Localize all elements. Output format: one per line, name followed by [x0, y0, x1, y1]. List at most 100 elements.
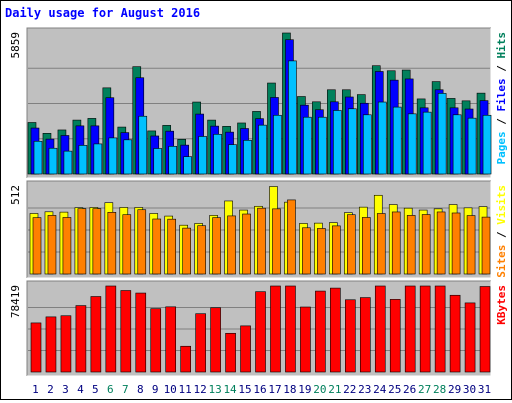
bar-pages-day-16 [258, 124, 267, 175]
panel-hits-files-pages-axis-label-part: Pages [495, 131, 508, 164]
panel-visits-sites-ymax-label: 512 [9, 185, 22, 205]
bar-pages-day-30 [467, 117, 477, 175]
bar-kbytes-day-5 [90, 296, 102, 373]
x-tick-day-3: 3 [62, 383, 69, 396]
x-tick-day-27: 27 [418, 383, 431, 396]
x-tick-day-21: 21 [328, 383, 341, 396]
bar-kbytes-day-24 [374, 285, 386, 373]
bar-kbytes-day-19 [300, 306, 311, 373]
bar-sites-day-25 [391, 211, 401, 275]
x-tick-day-11: 11 [179, 383, 192, 396]
chart-title: Daily usage for August 2016 [5, 6, 200, 20]
bar-pages-day-6 [108, 137, 118, 175]
panel-hits-files-pages-light-edge [27, 28, 492, 179]
x-tick-day-12: 12 [194, 383, 207, 396]
x-tick-day-31: 31 [478, 383, 491, 396]
bar-sites-day-4 [77, 208, 87, 275]
x-tick-day-5: 5 [92, 383, 99, 396]
x-tick-day-24: 24 [373, 383, 387, 396]
bar-pages-day-15 [243, 140, 252, 175]
bar-sites-day-7 [122, 214, 132, 275]
bar-kbytes-day-23 [359, 297, 371, 373]
bar-pages-day-29 [452, 114, 462, 175]
bar-sites-day-6 [107, 211, 117, 275]
bar-sites-day-3 [62, 217, 72, 275]
panel-hits-files-pages-axis-label: Pages / Files / Hits [495, 32, 508, 165]
bar-sites-day-11 [182, 227, 191, 275]
bar-pages-day-27 [422, 111, 432, 175]
bar-pages-day-22 [348, 108, 357, 175]
x-tick-day-14: 14 [223, 383, 237, 396]
bar-sites-day-18 [287, 199, 296, 275]
panel-hits-files-pages-axis-label-part: / [495, 112, 508, 132]
bar-kbytes-day-2 [45, 316, 57, 373]
bar-pages-day-21 [333, 110, 342, 175]
x-tick-day-17: 17 [268, 383, 281, 396]
bar-sites-day-5 [92, 208, 102, 275]
bar-kbytes-day-10 [165, 306, 177, 373]
bar-sites-day-27 [421, 214, 431, 275]
panel-visits-sites-axis-label: Sites / Visits [495, 185, 508, 278]
x-tick-day-6: 6 [107, 383, 114, 396]
panel-visits-sites-axis-label-part: Sites [495, 245, 508, 278]
bar-pages-day-5 [93, 143, 103, 175]
bar-sites-day-28 [436, 211, 446, 275]
bar-pages-day-19 [303, 116, 312, 175]
x-tick-day-15: 15 [238, 383, 251, 396]
x-tick-day-30: 30 [463, 383, 476, 396]
panel-visits-sites-axis-label-part: / [495, 225, 508, 245]
panel-visits-sites-shadow-edge [26, 180, 491, 278]
bar-sites-day-13 [212, 217, 221, 275]
bar-sites-day-8 [137, 209, 147, 275]
x-tick-day-22: 22 [343, 383, 356, 396]
bar-pages-day-9 [153, 148, 163, 175]
panel-kbytes-axis-label: KBytes [495, 285, 508, 325]
bar-sites-day-24 [376, 213, 386, 275]
bar-kbytes-day-4 [75, 305, 87, 373]
bar-kbytes-day-11 [180, 345, 191, 373]
bar-pages-day-17 [273, 114, 282, 175]
bar-kbytes-day-15 [240, 325, 251, 373]
bar-pages-day-31 [482, 114, 492, 175]
bar-sites-day-17 [272, 208, 281, 275]
bar-sites-day-9 [152, 218, 162, 275]
x-tick-day-2: 2 [47, 383, 54, 396]
panel-kbytes-light-edge [27, 281, 492, 377]
x-tick-day-9: 9 [152, 383, 159, 396]
bar-kbytes-day-12 [195, 313, 206, 373]
bar-kbytes-day-17 [270, 285, 281, 373]
panel-hits-files-pages-ymax-label: 5859 [9, 32, 22, 59]
bar-pages-day-14 [228, 144, 237, 175]
panel-hits-files-pages-axis-label-part: Files [495, 78, 508, 111]
bar-sites-day-30 [466, 215, 476, 275]
x-tick-day-25: 25 [388, 383, 401, 396]
x-tick-day-28: 28 [433, 383, 446, 396]
panel-hits-files-pages-shadow-edge [26, 27, 491, 178]
panel-visits-sites-axis-label-part: Visits [495, 185, 508, 225]
bar-kbytes-day-13 [210, 307, 221, 373]
bar-sites-day-1 [32, 217, 42, 275]
bar-pages-day-10 [168, 146, 178, 175]
bar-kbytes-day-30 [464, 302, 476, 373]
bar-sites-day-19 [302, 227, 311, 275]
bar-kbytes-day-20 [315, 290, 326, 373]
x-tick-day-7: 7 [122, 383, 129, 396]
bar-pages-day-13 [213, 133, 222, 175]
bar-pages-day-26 [407, 113, 417, 175]
bar-sites-day-23 [361, 217, 371, 275]
bar-sites-day-14 [227, 215, 236, 275]
bar-sites-day-20 [317, 228, 326, 275]
x-tick-day-19: 19 [298, 383, 311, 396]
x-tick-day-20: 20 [313, 383, 326, 396]
bar-pages-day-8 [138, 115, 148, 175]
bar-sites-day-26 [406, 215, 416, 275]
bar-pages-day-24 [377, 101, 387, 175]
bar-pages-day-1 [33, 140, 43, 175]
bar-kbytes-day-21 [330, 287, 341, 373]
bar-kbytes-day-27 [419, 285, 431, 373]
bar-kbytes-day-14 [225, 332, 236, 373]
x-tick-day-16: 16 [253, 383, 266, 396]
bar-kbytes-day-7 [120, 290, 132, 373]
bar-pages-day-20 [318, 116, 327, 175]
x-tick-day-4: 4 [77, 383, 84, 396]
